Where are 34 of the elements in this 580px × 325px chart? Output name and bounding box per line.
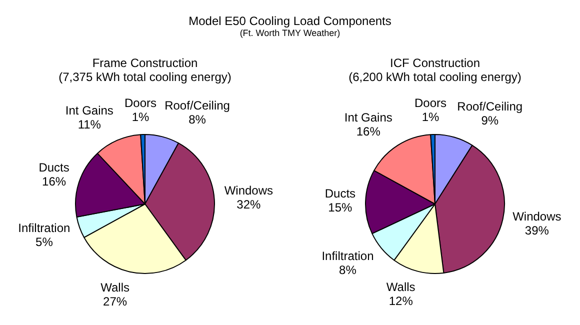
data-label: 15% [328, 200, 353, 214]
data-label: 9% [481, 114, 499, 128]
slice-label: Walls [100, 280, 130, 295]
slice-label: Walls [386, 280, 416, 294]
data-label: 27% [103, 294, 128, 309]
slice-label: Infiltration [18, 220, 70, 235]
text: (Ft. Worth TMY Weather) [238, 28, 342, 38]
chart-subtitle: (6,200 kWh total cooling energy) [348, 70, 522, 84]
slice-label: Int Gains [344, 110, 392, 124]
data-label: 5% [36, 234, 54, 249]
data-label: 8% [339, 262, 357, 277]
data-label: 1% [422, 110, 440, 124]
data-label: 11% [78, 118, 102, 132]
data-label: 12% [388, 294, 414, 308]
slice-label: Windows [224, 183, 274, 198]
slice-label: Windows [512, 210, 562, 224]
slice-label: Ducts [38, 160, 70, 174]
slice-label: Ducts [324, 186, 356, 200]
text: Model E50 Cooling Load Components [188, 14, 392, 28]
slice-label: Roof/Ceiling [457, 100, 523, 114]
data-label: 16% [42, 174, 66, 188]
slice-label: Doors [414, 96, 446, 110]
data-label: 16% [356, 124, 381, 138]
data-label: 32% [236, 197, 262, 212]
chart-title: ICF Construction [388, 56, 482, 70]
data-label: 1% [132, 110, 150, 124]
slice-label: Int Gains [65, 104, 114, 118]
data-label: 39% [524, 224, 550, 238]
slice-label: Doors [124, 96, 156, 110]
slice-label: Infiltration [322, 248, 374, 263]
slice-label: Roof/Ceiling [164, 98, 230, 113]
chart-title: Frame Construction [91, 56, 199, 70]
chart-subtitle: (7,375 kWh total cooling energy) [58, 70, 232, 84]
data-label: 8% [188, 112, 206, 127]
